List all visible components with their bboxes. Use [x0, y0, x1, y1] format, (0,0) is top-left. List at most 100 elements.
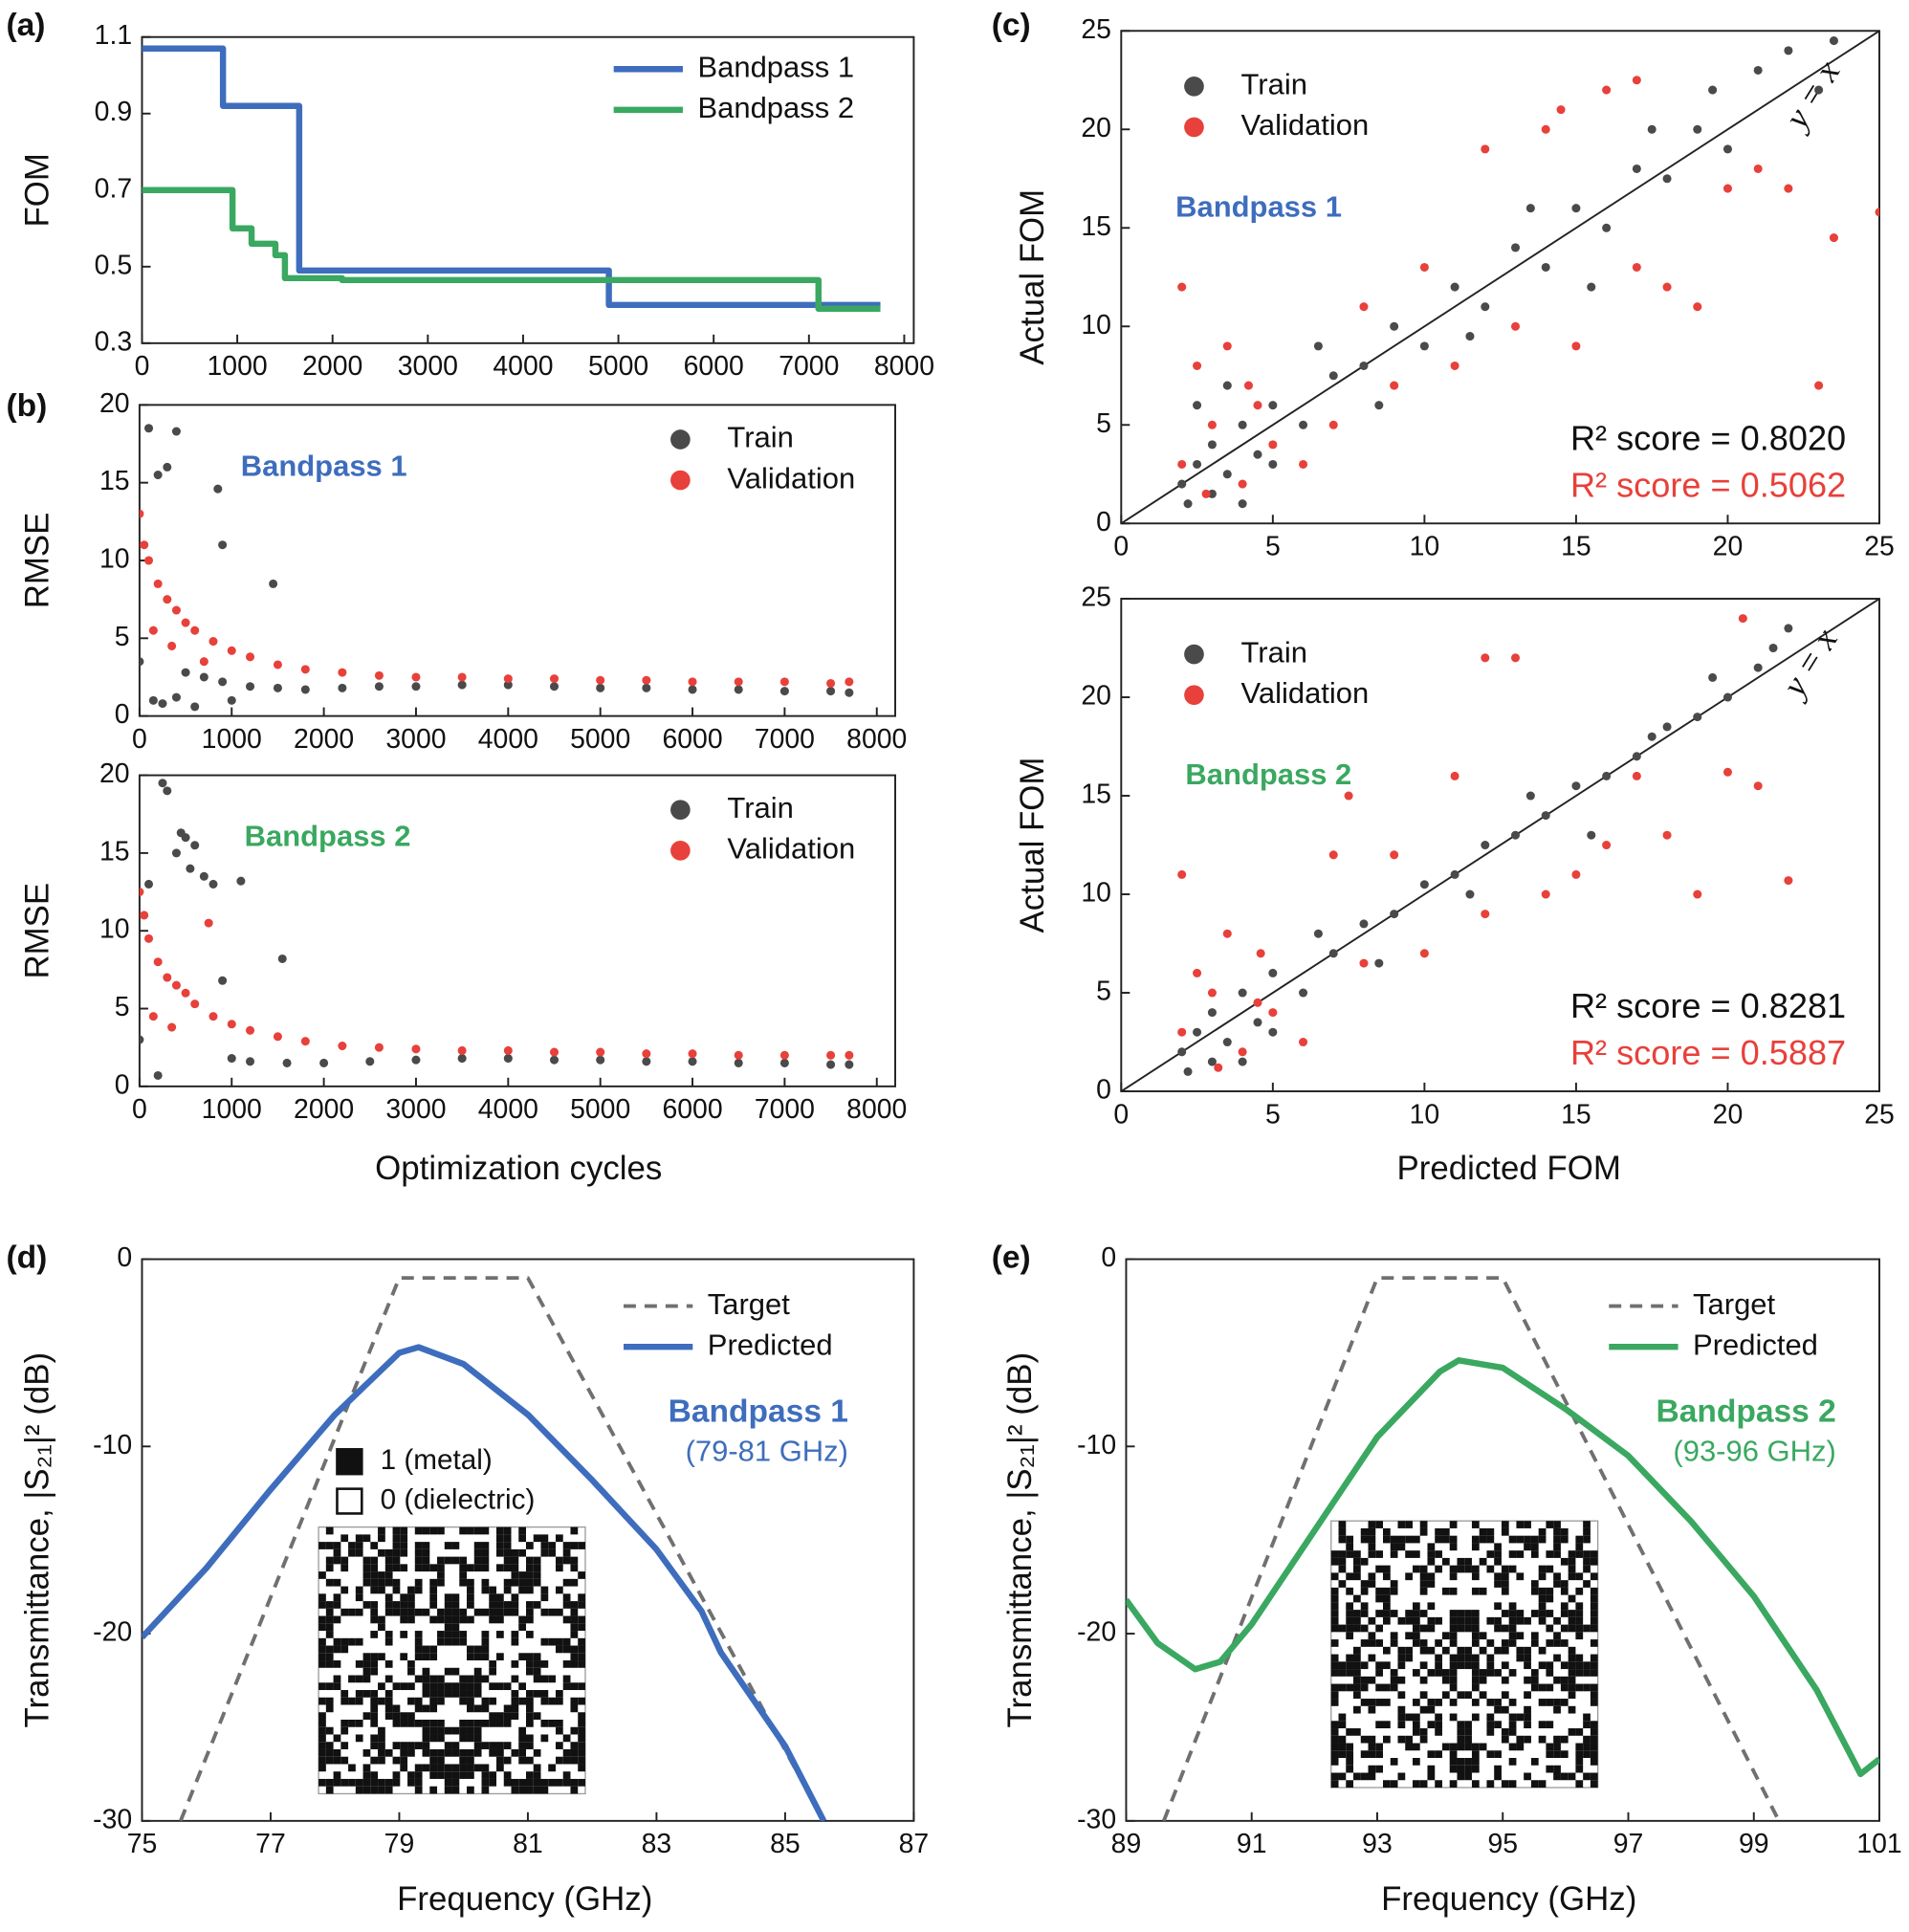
metal-cell: [1449, 1743, 1458, 1751]
metal-cell: [518, 1786, 526, 1794]
metal-cell: [533, 1690, 541, 1698]
scatter-point: [300, 685, 310, 694]
metal-cell: [1330, 1669, 1339, 1677]
scatter-point: [148, 1012, 158, 1021]
metal-cell: [1486, 1550, 1495, 1558]
metal-cell: [451, 1764, 460, 1772]
metal-cell: [414, 1719, 423, 1727]
metal-cell: [1419, 1521, 1428, 1528]
metal-cell: [1427, 1550, 1436, 1558]
scatter-point: [144, 424, 154, 433]
metal-cell: [1441, 1691, 1450, 1700]
metal-cell: [562, 1593, 571, 1602]
scatter-point: [236, 876, 246, 886]
metal-cell: [318, 1653, 326, 1661]
metal-cell: [562, 1548, 571, 1557]
scatter-point: [163, 462, 172, 472]
x-tick-label: 20: [1713, 1099, 1744, 1130]
metal-cell: [1449, 1632, 1458, 1640]
metal-cell: [562, 1756, 571, 1765]
metal-cell: [1486, 1780, 1495, 1788]
scatter-point: [246, 682, 255, 692]
metal-cell: [1419, 1780, 1428, 1788]
metal-cell: [1553, 1543, 1561, 1551]
scatter-point: [642, 683, 651, 692]
metal-cell: [503, 1601, 512, 1609]
metal-cell: [467, 1771, 474, 1779]
metal-cell: [1449, 1572, 1458, 1581]
metal-cell: [1368, 1735, 1376, 1744]
scatter-point: [167, 1022, 177, 1032]
metal-cell: [1397, 1705, 1406, 1714]
metal-cell: [1516, 1735, 1525, 1744]
scatter-point: [1222, 1037, 1232, 1047]
metal-cell: [1368, 1550, 1376, 1558]
metal-cell: [384, 1631, 393, 1638]
scatter-point: [153, 579, 163, 588]
metal-cell: [370, 1660, 379, 1668]
panel-label: (c): [992, 8, 1031, 43]
metal-cell: [1457, 1691, 1465, 1700]
metal-cell: [318, 1719, 326, 1727]
metal-cell: [1516, 1646, 1525, 1655]
metal-cell: [348, 1542, 356, 1549]
metal-cell: [318, 1601, 326, 1609]
metal-cell: [1479, 1632, 1487, 1640]
metal-cell: [392, 1608, 401, 1616]
metal-cell: [370, 1542, 379, 1549]
scatter-point: [273, 660, 282, 670]
metal-cell: [333, 1660, 341, 1668]
metal-cell: [1486, 1639, 1495, 1647]
x-tick-label: 10: [1410, 1099, 1440, 1130]
metal-cell: [1360, 1750, 1369, 1759]
legend-label: Train: [727, 791, 793, 824]
metal-cell: [422, 1608, 430, 1616]
metal-cell: [1471, 1587, 1480, 1595]
metal-cell: [1368, 1676, 1376, 1684]
metal-cell: [459, 1756, 468, 1765]
metal-cell: [540, 1697, 549, 1705]
metal-cell: [578, 1571, 585, 1579]
metal-cell: [318, 1734, 326, 1743]
scatter-point: [1359, 958, 1369, 968]
metal-cell: [429, 1615, 438, 1624]
metal-cell: [1590, 1550, 1598, 1558]
metal-cell: [1383, 1616, 1391, 1625]
scatter-point: [1632, 771, 1641, 780]
scatter-point: [1632, 76, 1641, 85]
metal-cell: [400, 1764, 408, 1772]
scatter-point: [826, 1060, 836, 1069]
metal-cell: [1346, 1669, 1354, 1677]
scatter-point: [1214, 1063, 1223, 1072]
metal-cell: [1471, 1572, 1480, 1581]
metal-cell: [1590, 1699, 1598, 1706]
inset-pattern: [318, 1526, 586, 1795]
metal-cell: [1479, 1743, 1487, 1751]
metal-cell: [392, 1578, 401, 1587]
metal-cell: [422, 1645, 430, 1654]
scatter-point: [1784, 184, 1793, 193]
scatter-point: [1541, 811, 1550, 821]
metal-cell: [1457, 1772, 1465, 1781]
scatter-point: [300, 665, 310, 674]
metal-cell: [1412, 1780, 1420, 1788]
metal-cell: [1471, 1750, 1480, 1759]
scatter-point: [1481, 302, 1490, 312]
legend-swatch: [1184, 644, 1204, 665]
metal-cell: [548, 1764, 556, 1772]
metal-cell: [407, 1778, 415, 1787]
metal-cell: [1583, 1721, 1591, 1729]
metal-cell: [1449, 1639, 1458, 1647]
scatter-point: [1268, 968, 1278, 977]
x-tick-label: 0: [135, 351, 150, 382]
metal-cell: [1546, 1624, 1554, 1633]
metal-cell: [481, 1542, 490, 1549]
metal-cell: [1368, 1572, 1376, 1581]
metal-cell: [1397, 1521, 1406, 1528]
metal-cell: [1435, 1535, 1442, 1544]
metal-cell: [533, 1712, 541, 1720]
metal-cell: [1360, 1587, 1369, 1595]
scatter-point: [148, 695, 158, 705]
metal-cell: [473, 1645, 482, 1654]
scatter-point: [1253, 401, 1262, 410]
